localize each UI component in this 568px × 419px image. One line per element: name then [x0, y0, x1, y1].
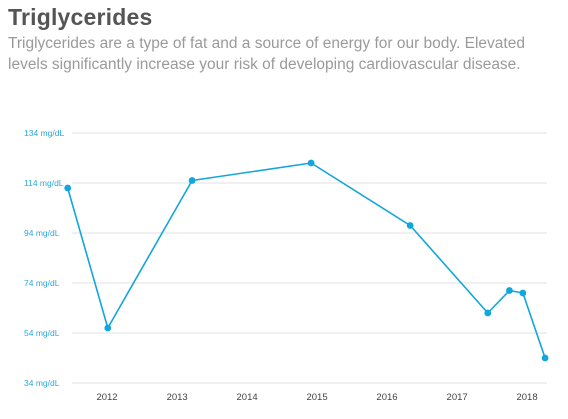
data-point[interactable] — [104, 324, 112, 332]
x-tick-label: 2012 — [96, 392, 117, 403]
data-point[interactable] — [541, 354, 549, 362]
x-tick-label: 2017 — [447, 392, 468, 403]
grid-lines — [72, 132, 547, 384]
data-point[interactable] — [406, 222, 414, 229]
y-tick-label: 94 mg/dL — [24, 228, 60, 238]
x-tick-label: 2014 — [237, 392, 258, 403]
y-tick-label: 34 mg/dL — [24, 378, 60, 388]
x-axis-ticks: 2012 2013 2014 2015 2016 2017 2018 — [96, 392, 537, 403]
x-tick-label: 2013 — [167, 392, 188, 403]
page-title: Triglycerides — [8, 4, 153, 30]
y-tick-label: 54 mg/dL — [24, 328, 60, 338]
series-line — [66, 162, 546, 359]
x-tick-label: 2016 — [376, 392, 397, 403]
x-tick-label: 2015 — [306, 392, 327, 403]
y-axis-ticks: 34 mg/dL 54 mg/dL 74 mg/dL 94 mg/dL 114 mg/d… — [24, 128, 64, 388]
series-layer — [64, 159, 549, 362]
page-description: Triglycerides are a type of fat and a so… — [8, 35, 525, 73]
data-point[interactable] — [484, 309, 492, 317]
data-point[interactable] — [64, 184, 72, 192]
data-point[interactable] — [506, 287, 513, 294]
y-tick-label: 114 mg/dL — [24, 178, 64, 188]
x-tick-label: 2018 — [516, 392, 537, 403]
data-point[interactable] — [188, 177, 196, 184]
data-point[interactable] — [307, 159, 315, 167]
data-point[interactable] — [519, 289, 527, 297]
y-tick-label: 134 mg/dL — [24, 128, 64, 138]
y-tick-label: 74 mg/dL — [24, 278, 60, 288]
